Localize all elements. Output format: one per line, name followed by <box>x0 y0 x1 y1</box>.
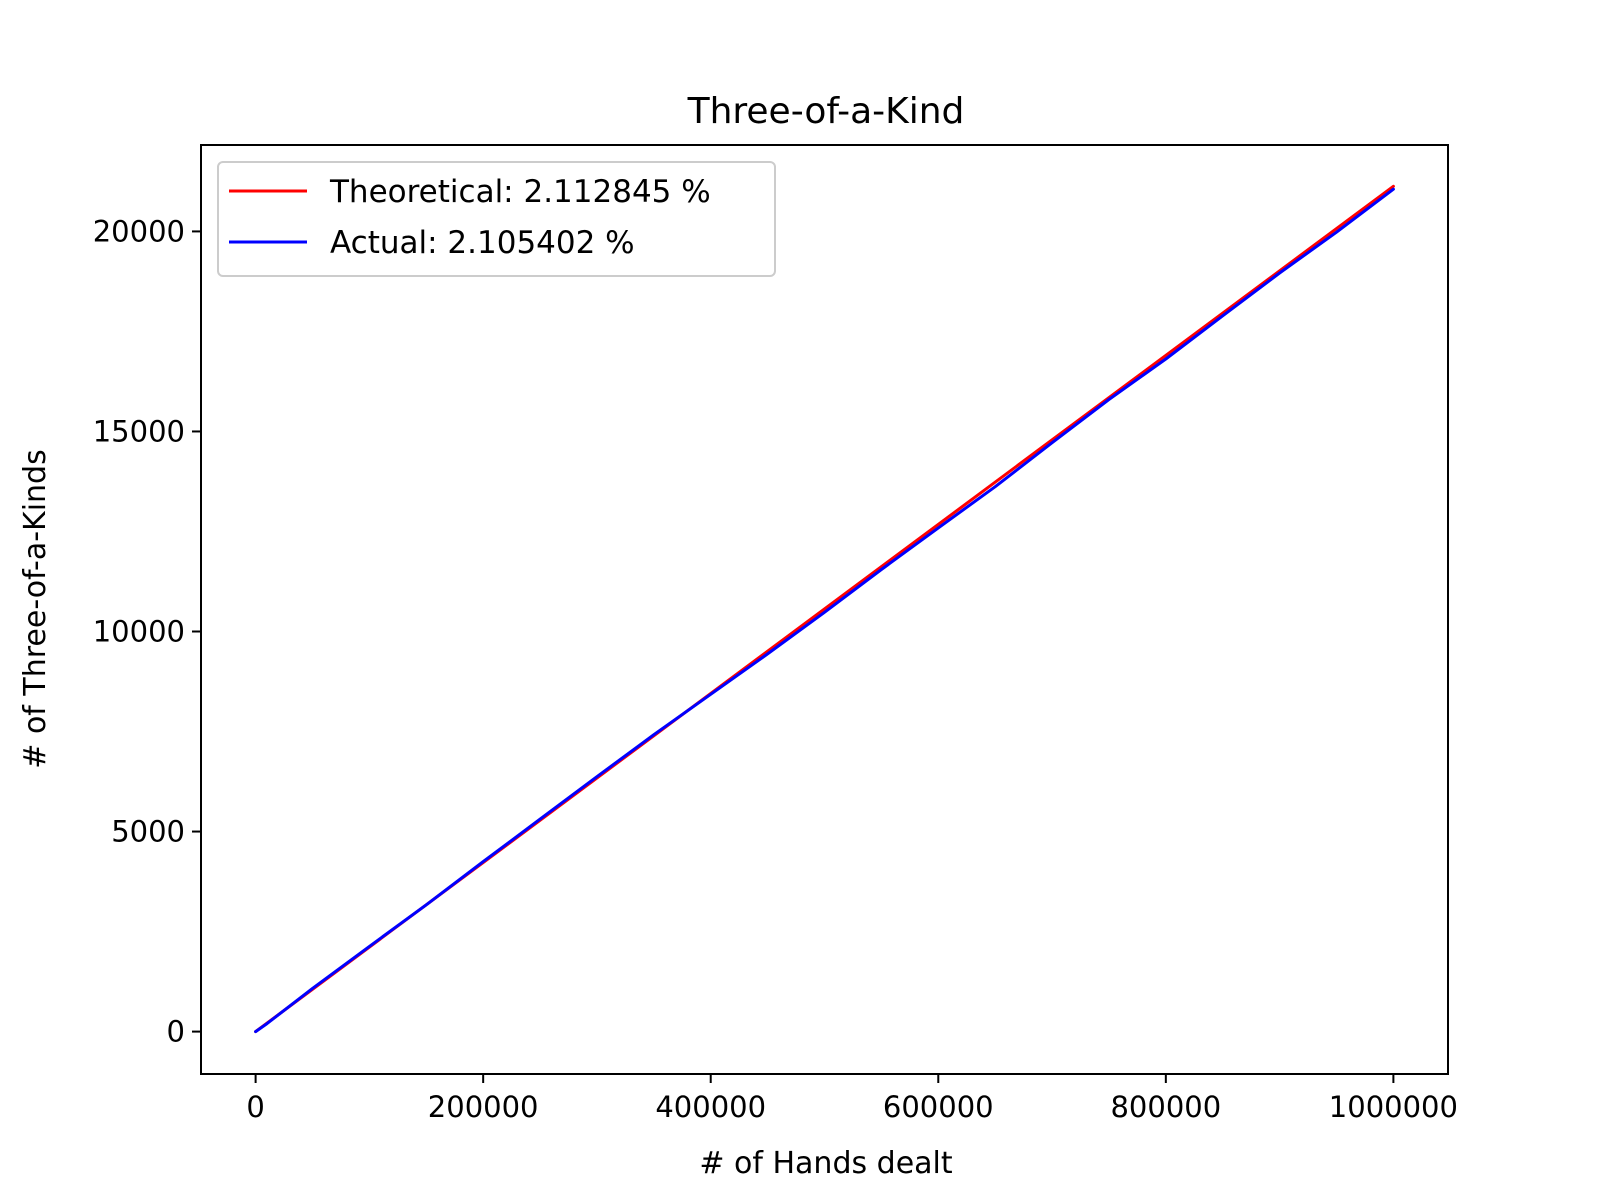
legend-box <box>217 161 776 277</box>
series-line-actual <box>254 187 1395 1034</box>
legend: Theoretical: 2.112845 % Actual: 2.105402… <box>217 161 776 277</box>
x-tick-label: 400000 <box>655 1090 766 1124</box>
y-tick-label: 0 <box>167 1015 185 1049</box>
x-tick-label: 200000 <box>428 1090 539 1124</box>
y-tick-label: 5000 <box>111 815 185 849</box>
x-tick-label: 0 <box>246 1090 264 1124</box>
chart-title: Three-of-a-Kind <box>687 91 965 132</box>
y-tick-label: 15000 <box>93 414 185 448</box>
x-tick-label: 600000 <box>883 1090 994 1124</box>
x-axis-title: # of Hands dealt <box>699 1146 953 1181</box>
y-tick-label: 10000 <box>93 615 185 649</box>
legend-label-theoretical: Theoretical: 2.112845 % <box>329 174 711 210</box>
y-tick-label: 20000 <box>93 214 185 248</box>
x-tick-label: 800000 <box>1110 1090 1221 1124</box>
plot-frame <box>200 144 1449 1075</box>
plot-area <box>254 184 1395 1034</box>
y-axis: 0 5000 10000 15000 20000 <box>93 214 201 1049</box>
x-axis: 0 200000 400000 600000 800000 1000000 <box>246 1074 1458 1124</box>
x-tick-label: 1000000 <box>1329 1090 1458 1124</box>
y-axis-title: # of Three-of-a-Kinds <box>18 449 53 768</box>
legend-label-actual: Actual: 2.105402 % <box>330 225 635 261</box>
